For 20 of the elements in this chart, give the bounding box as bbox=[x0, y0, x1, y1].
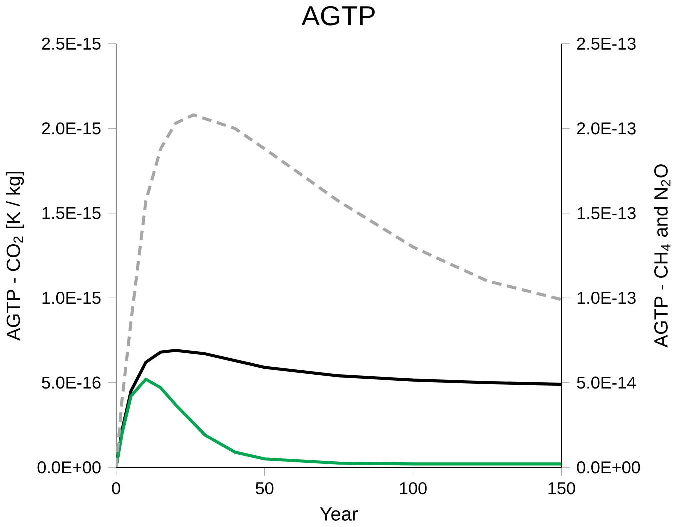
y2-tick-label: 1.0E-13 bbox=[578, 292, 636, 304]
y-tick-label: 2.0E-15 bbox=[42, 122, 101, 135]
x-axis-title: Year bbox=[320, 508, 358, 521]
y2-tick-label: 1.5E-13 bbox=[578, 207, 636, 220]
x-tick-label: 150 bbox=[548, 482, 576, 494]
x-tick-label: 0 bbox=[112, 482, 120, 494]
y2-tick-label: 2.0E-13 bbox=[577, 122, 636, 135]
y-tick-label: 5.0E-16 bbox=[42, 376, 101, 389]
chart-title: AGTP bbox=[302, 6, 375, 26]
x-tick-label: 100 bbox=[400, 482, 427, 494]
y-tick-label: 1.5E-15 bbox=[42, 207, 101, 220]
y-axis-title: AGTP - CO$_{2}$ [K / kg] bbox=[6, 172, 24, 341]
y2-axis-title: AGTP - CH$_{4}$ and N$_{2}$O bbox=[654, 164, 671, 348]
y-tick-label: 2.5E-15 bbox=[42, 38, 101, 50]
x-tick-label: 50 bbox=[256, 482, 274, 494]
y-tick-label: 1.0E-15 bbox=[42, 292, 101, 304]
y-tick-label: 0.0E+00 bbox=[38, 461, 101, 474]
y2-tick-label: 5.0E-14 bbox=[577, 376, 636, 389]
y2-tick-label: 2.5E-13 bbox=[577, 38, 636, 50]
y2-tick-label: 0.0E+00 bbox=[577, 461, 640, 474]
